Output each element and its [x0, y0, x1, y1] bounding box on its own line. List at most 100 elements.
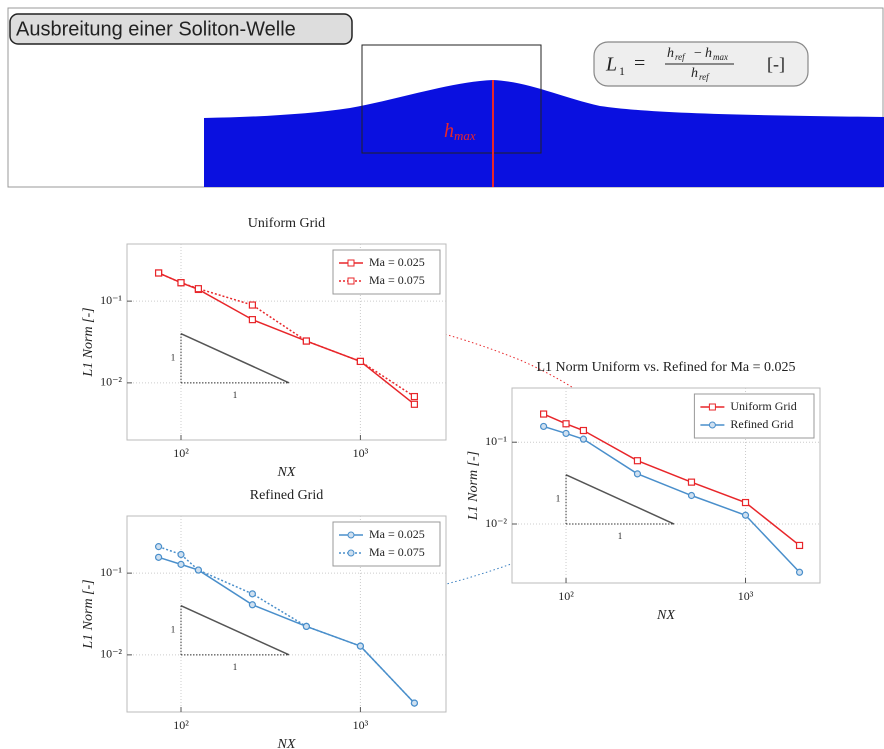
- data-point: [302, 622, 310, 630]
- chart-title: L1 Norm Uniform vs. Refined for Ma = 0.0…: [536, 360, 795, 375]
- wave: [204, 80, 884, 187]
- y-axis-label: L1 Norm [-]: [81, 307, 96, 377]
- y-axis-label: L1 Norm [-]: [466, 451, 481, 521]
- data-point: [579, 435, 588, 443]
- data-point: [540, 422, 548, 431]
- data-point: [795, 568, 804, 576]
- legend-marker: [708, 403, 716, 411]
- series: [540, 422, 804, 576]
- formula-lhs: L: [605, 54, 617, 76]
- data-point: [302, 337, 310, 345]
- data-point: [177, 550, 185, 559]
- banner-title-box: [9, 13, 353, 45]
- hmax-sub: max: [454, 128, 476, 143]
- data-point: [194, 566, 202, 574]
- x-axis-label: NX: [656, 608, 675, 623]
- slope-hypotenuse: [180, 604, 290, 656]
- series: [154, 543, 419, 707]
- legend-marker: [347, 277, 355, 285]
- formula: L 1 = h ref − h max h ref [-]: [605, 46, 785, 82]
- banner-title: Ausbreitung einer Soliton-Welle: [16, 18, 296, 40]
- data-point: [356, 357, 365, 366]
- legend-box: [332, 521, 441, 567]
- data-point: [633, 457, 642, 465]
- legend-box: [332, 249, 441, 295]
- formula-num-a-sub: ref: [675, 52, 686, 62]
- y-axis-label: L1 Norm [-]: [81, 579, 96, 649]
- slope-run-label: 1: [233, 662, 238, 672]
- legend-marker: [347, 549, 355, 557]
- data-point: [248, 301, 256, 309]
- data-point: [248, 590, 256, 598]
- series: [154, 269, 419, 401]
- data-point: [248, 601, 256, 609]
- legend-label: Ma = 0.025: [369, 527, 425, 541]
- x-tick-label: 10³: [353, 718, 369, 732]
- data-point: [177, 279, 185, 287]
- legend-label: Ma = 0.075: [369, 273, 425, 287]
- y-tick-label: 10⁻¹: [100, 565, 122, 579]
- data-point: [356, 642, 365, 650]
- y-tick-label: 10⁻²: [485, 516, 507, 530]
- legend-label: Uniform Grid: [730, 399, 796, 413]
- x-axis-label: NX: [277, 465, 296, 480]
- legend-marker: [708, 421, 716, 429]
- y-tick-label: 10⁻¹: [100, 293, 122, 307]
- data-point: [154, 269, 163, 277]
- data-point: [177, 560, 185, 568]
- data-point: [741, 498, 750, 507]
- formula-num-b-sub: max: [713, 52, 728, 62]
- data-point: [562, 429, 570, 438]
- x-axis-label: NX: [277, 737, 296, 749]
- legend-label: Refined Grid: [730, 417, 793, 431]
- data-point: [795, 541, 804, 550]
- formula-minus: −: [694, 46, 702, 61]
- zoom-box: [361, 44, 542, 154]
- data-point: [194, 285, 202, 293]
- formula-unit: [-]: [767, 54, 785, 74]
- data-point: [579, 426, 588, 435]
- hmax-base: h: [444, 120, 454, 142]
- formula-num-b: h: [705, 46, 712, 61]
- slope-rise-label: 1: [556, 493, 561, 503]
- series: [540, 410, 804, 550]
- slope-run-label: 1: [233, 390, 238, 400]
- data-point: [410, 699, 419, 707]
- legend-box: [693, 393, 815, 439]
- slope-hypotenuse: [180, 332, 290, 384]
- slope-rise-label: 1: [171, 352, 176, 362]
- legend-marker: [347, 531, 355, 539]
- data-point: [248, 316, 256, 324]
- data-point: [410, 392, 419, 401]
- data-point: [741, 511, 750, 519]
- data-point: [687, 478, 696, 486]
- chart-title: Uniform Grid: [248, 216, 325, 231]
- formula-equals: =: [634, 53, 645, 75]
- y-tick-label: 10⁻¹: [485, 434, 507, 448]
- slope-rise-label: 1: [171, 624, 176, 634]
- formula-den: h: [691, 66, 698, 81]
- y-tick-label: 10⁻²: [100, 647, 122, 661]
- x-tick-label: 10³: [738, 589, 754, 603]
- x-tick-label: 10²: [173, 446, 189, 460]
- slope-run-label: 1: [618, 531, 623, 541]
- data-point: [410, 400, 419, 408]
- hmax-label: hmax: [444, 120, 476, 143]
- data-point: [633, 470, 642, 478]
- formula-num-a: h: [667, 46, 674, 61]
- data-point: [154, 553, 163, 561]
- x-tick-label: 10³: [353, 446, 369, 460]
- y-tick-label: 10⁻²: [100, 375, 122, 389]
- legend-label: Ma = 0.075: [369, 545, 425, 559]
- data-point: [154, 543, 163, 551]
- legend-label: Ma = 0.025: [369, 255, 425, 269]
- data-point: [562, 420, 570, 428]
- x-tick-label: 10²: [173, 718, 189, 732]
- data-point: [687, 491, 696, 500]
- chart-title: Refined Grid: [250, 488, 323, 503]
- data-point: [540, 410, 548, 418]
- formula-den-sub: ref: [699, 72, 710, 82]
- formula-lhs-sub: 1: [619, 64, 625, 78]
- x-tick-label: 10²: [558, 589, 574, 603]
